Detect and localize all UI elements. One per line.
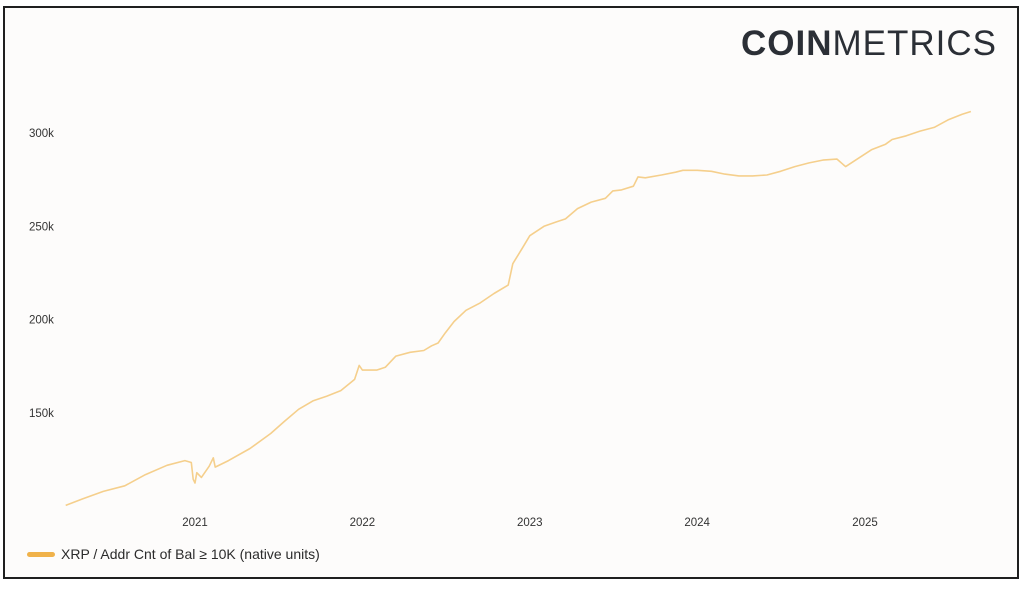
logo-text-bold: COIN xyxy=(741,24,833,63)
x-axis-ticks: 2021 2022 2023 2024 2025 xyxy=(182,517,878,529)
y-axis-ticks: 150k 200k 250k 300k xyxy=(29,128,54,420)
x-tick-label: 2021 xyxy=(182,517,208,529)
x-tick-label: 2024 xyxy=(684,517,710,529)
y-tick-label: 200k xyxy=(29,315,54,327)
legend-label: XRP / Addr Cnt of Bal ≥ 10K (native unit… xyxy=(61,546,320,562)
legend-swatch xyxy=(27,551,55,557)
y-tick-label: 250k xyxy=(29,221,54,233)
chart-legend: XRP / Addr Cnt of Bal ≥ 10K (native unit… xyxy=(27,546,320,562)
chart-frame: COINMETRICS 150k 200k 250k 300k 2021 2022 202… xyxy=(3,6,1019,579)
coinmetrics-logo: COINMETRICS xyxy=(741,24,997,64)
x-tick-label: 2023 xyxy=(517,517,543,529)
x-tick-label: 2025 xyxy=(852,517,878,529)
y-tick-label: 300k xyxy=(29,128,54,140)
y-tick-label: 150k xyxy=(29,408,54,420)
series-group xyxy=(65,110,972,507)
line-chart: 150k 200k 250k 300k 2021 2022 2023 2024 2025 xyxy=(29,110,972,529)
logo-text-light: METRICS xyxy=(832,24,997,63)
x-tick-label: 2022 xyxy=(350,517,376,529)
series-line xyxy=(65,110,972,507)
